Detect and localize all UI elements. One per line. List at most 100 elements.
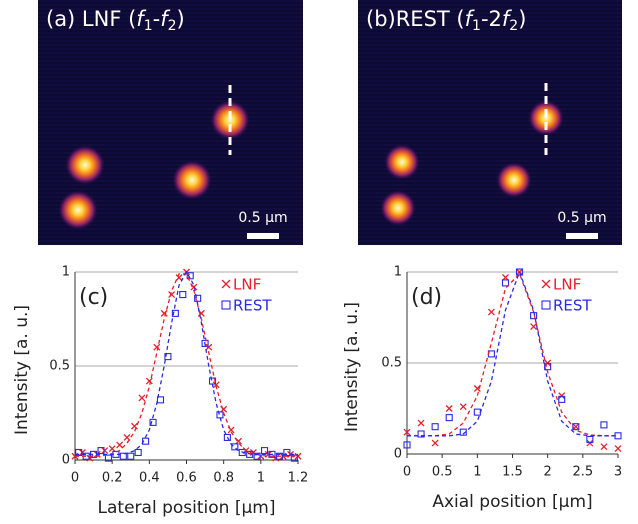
spot [380,190,416,226]
fit-line [75,270,298,456]
square-marker [142,437,150,445]
x-marker [160,309,168,317]
legend-label: LNF [233,276,261,294]
square-marker [586,435,594,443]
x-marker [145,377,153,385]
square-marker [283,448,291,457]
square-marker [600,421,608,429]
square-marker [164,353,172,361]
x-marker [116,441,124,449]
square-marker [119,452,127,460]
square-marker [97,447,105,455]
square-marker [149,418,157,426]
y-tick-label: 1 [394,265,402,280]
x-tick-label: 0.2 [102,471,123,486]
image-a: (a) LNF (f1-f2) 0.5 μm [38,0,303,245]
square-marker [253,452,261,460]
square-marker [171,309,179,317]
x-tick-label: 1.2 [288,471,309,486]
x-marker [108,445,116,453]
square-marker [290,454,298,462]
square-marker [156,396,165,404]
x-marker [530,323,538,331]
spot [496,162,532,198]
square-marker [127,452,135,460]
x-marker [417,419,425,427]
image-label: (a) LNF (f1-f2) [46,7,185,34]
square-marker [541,300,551,310]
x-tick-label: 1.5 [502,465,523,480]
square-marker [216,411,224,419]
x-marker [558,392,566,400]
square-marker [473,408,481,416]
image-label: (b)REST (f1-2f2) [366,7,526,34]
square-marker [417,430,425,438]
scale-bar [566,233,598,239]
scale-bar-label: 0.5 μm [238,210,287,226]
square-marker [179,291,187,299]
square-marker [260,447,269,455]
x-marker [153,343,161,351]
fit-line [407,270,618,437]
fit-line [407,272,618,437]
panel-label: (c) [79,285,108,310]
square-marker [445,414,453,422]
spot [528,100,564,136]
scale-bar-label: 0.5 μm [557,210,606,226]
y-tick-label: 0.5 [49,359,70,374]
y-axis-label: Intensity [a. u.] [342,302,362,432]
x-marker [614,445,622,452]
square-marker [275,452,283,460]
square-marker [246,450,254,458]
x-marker [221,279,231,289]
fit-line [75,273,298,457]
scale-bar [247,233,279,239]
x-marker [586,439,594,447]
square-marker [501,279,510,287]
square-marker [201,339,209,347]
x-marker [138,394,146,402]
legend-label: REST [233,297,272,315]
y-axis-label: Intensity [a. u.] [12,305,32,435]
square-marker [268,450,276,458]
y-tick-label: 0 [62,453,70,468]
x-tick-label: 1 [257,471,265,486]
chart: 0 0.5 1 0 0.2 0.4 0.6 0.8 1 1.2 Lateral position [… [12,265,308,519]
square-marker [104,454,112,462]
square-marker [221,300,231,310]
x-marker [101,447,109,455]
square-marker [558,395,566,403]
x-marker [131,422,138,430]
x-marker [516,268,523,276]
square-marker [134,448,142,457]
y-tick-label: 0 [394,447,402,462]
x-marker [600,443,608,451]
square-marker [431,423,439,431]
x-tick-label: 3 [614,465,622,480]
x-marker [431,439,439,447]
square-marker [186,272,194,280]
square-marker [231,443,239,451]
x-tick-label: 0 [403,465,411,480]
x-marker [294,452,302,460]
x-axis-label: Lateral position [μm] [98,498,276,518]
spot [58,190,98,230]
x-marker [487,308,495,316]
legend-label: REST [553,297,592,315]
x-tick-label: 0.8 [213,471,234,486]
spot [172,160,212,200]
y-tick-label: 1 [62,265,70,280]
panel-label: (d) [411,285,442,310]
x-marker [123,433,131,441]
legend-label: LNF [553,276,581,294]
image-b: (b)REST (f1-2f2) 0.5 μm [358,0,622,245]
x-marker [168,291,176,299]
spot [210,100,250,140]
square-marker [515,268,524,276]
x-tick-label: 0.4 [139,471,160,486]
x-tick-label: 0 [71,471,79,486]
x-marker [541,279,551,289]
x-marker [445,405,453,412]
spot [384,144,420,180]
